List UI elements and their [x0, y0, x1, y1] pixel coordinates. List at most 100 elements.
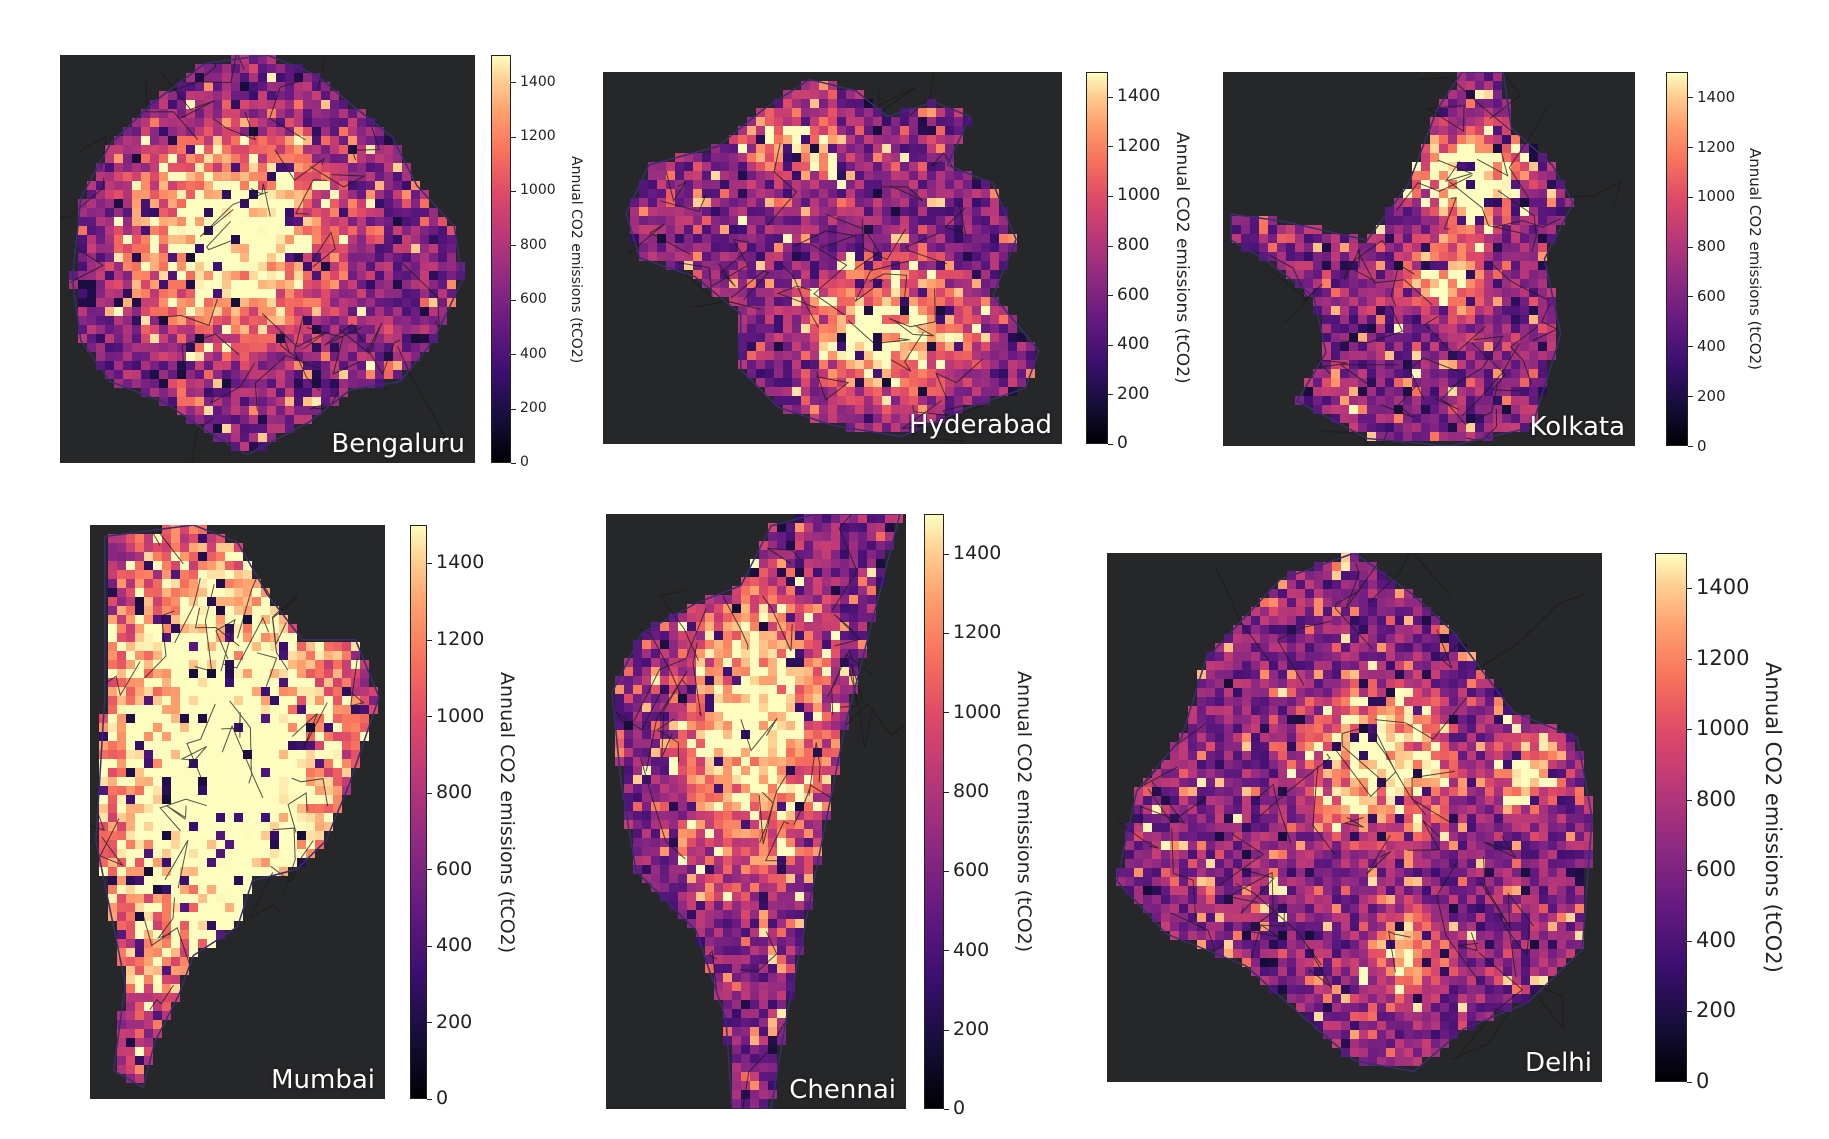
heatmap-cell: [1331, 297, 1340, 306]
heatmap-cell: [252, 822, 261, 831]
heatmap-cell: [321, 388, 330, 397]
heatmap-cell: [108, 561, 117, 570]
heatmap-cell: [114, 352, 123, 361]
heatmap-cell: [945, 135, 954, 144]
heatmap-cell: [267, 73, 276, 82]
heatmap-cell: [171, 732, 180, 741]
heatmap-cell: [741, 631, 750, 640]
ward-boundary: [256, 652, 278, 687]
ward-boundary: [346, 657, 365, 707]
ward-boundary: [730, 270, 770, 301]
heatmap-cell: [168, 388, 177, 397]
heatmap-cell: [837, 324, 846, 333]
heatmap-cell: [1017, 342, 1026, 351]
heatmap-cell: [750, 586, 759, 595]
heatmap-cell: [1394, 207, 1403, 216]
heatmap-cell: [270, 768, 279, 777]
heatmap-cell: [1385, 234, 1394, 243]
heatmap-cell: [288, 750, 297, 759]
heatmap-cell: [1511, 216, 1520, 225]
heatmap-cell: [945, 396, 954, 405]
heatmap-cell: [384, 289, 393, 298]
heatmap-cell: [747, 333, 756, 342]
heatmap-cell: [324, 705, 333, 714]
heatmap-cell: [954, 243, 963, 252]
heatmap-cell: [963, 297, 972, 306]
heatmap-cell: [213, 73, 222, 82]
heatmap-cell: [765, 180, 774, 189]
heatmap-cell: [855, 162, 864, 171]
heatmap-cell: [249, 91, 258, 100]
heatmap-cell: [324, 696, 333, 705]
heatmap-cell: [105, 154, 114, 163]
heatmap-cell: [972, 225, 981, 234]
heatmap-cell: [849, 514, 858, 523]
heatmap-cell: [105, 226, 114, 235]
heatmap-cell: [312, 100, 321, 109]
heatmap-cell: [855, 351, 864, 360]
heatmap-cell: [351, 705, 360, 714]
heatmap-cell: [630, 234, 639, 243]
heatmap-cell: [765, 351, 774, 360]
heatmap-cell: [105, 343, 114, 352]
heatmap-cell: [141, 163, 150, 172]
heatmap-cell: [186, 280, 195, 289]
heatmap-cell: [249, 64, 258, 73]
heatmap-cell: [231, 424, 240, 433]
heatmap-cell: [231, 172, 240, 181]
heatmap-cell: [171, 615, 180, 624]
heatmap-cell: [144, 696, 153, 705]
heatmap-cell: [135, 1020, 144, 1029]
heatmap-cell: [1439, 288, 1448, 297]
heatmap-cell: [126, 804, 135, 813]
heatmap-cell: [303, 235, 312, 244]
heatmap-cell: [135, 1074, 144, 1083]
heatmap-cell: [306, 669, 315, 678]
heatmap-cell: [756, 279, 765, 288]
heatmap-cell: [216, 687, 225, 696]
heatmap-cell: [153, 561, 162, 570]
heatmap-cell: [864, 261, 873, 270]
heatmap-cell: [258, 73, 267, 82]
heatmap-cell: [1277, 252, 1286, 261]
heatmap-cell: [225, 903, 234, 912]
heatmap-cell: [135, 1038, 144, 1047]
heatmap-cell: [918, 162, 927, 171]
heatmap-cell: [231, 181, 240, 190]
heatmap-cell: [339, 100, 348, 109]
heatmap-cell: [267, 424, 276, 433]
heatmap-cell: [1421, 144, 1430, 153]
heatmap-cell: [981, 225, 990, 234]
heatmap-cell: [420, 325, 429, 334]
heatmap-cell: [804, 613, 813, 622]
heatmap-cell: [162, 552, 171, 561]
heatmap-cell: [384, 298, 393, 307]
heatmap-cell: [144, 714, 153, 723]
heatmap-cell: [747, 270, 756, 279]
heatmap-cell: [819, 108, 828, 117]
heatmap-cell: [876, 550, 885, 559]
heatmap-cell: [207, 678, 216, 687]
heatmap-cell: [831, 523, 840, 532]
heatmap-cell: [141, 289, 150, 298]
heatmap-cell: [117, 759, 126, 768]
heatmap-cell: [207, 552, 216, 561]
heatmap-cell: [1475, 108, 1484, 117]
heatmap-cell: [1412, 396, 1421, 405]
ward-boundary: [781, 264, 819, 328]
heatmap-cell: [171, 624, 180, 633]
heatmap-cell: [96, 181, 105, 190]
heatmap-cell: [1502, 189, 1511, 198]
heatmap-cell: [936, 306, 945, 315]
heatmap-cell: [159, 244, 168, 253]
heatmap-cell: [447, 280, 456, 289]
heatmap-cell: [1538, 333, 1547, 342]
colorbar-tick: [1108, 96, 1113, 98]
heatmap-cell: [738, 126, 747, 135]
heatmap-cell: [429, 244, 438, 253]
heatmap-cell: [855, 396, 864, 405]
heatmap-cell: [234, 822, 243, 831]
heatmap-cell: [810, 108, 819, 117]
colorbar-tick: [1108, 295, 1113, 297]
heatmap-cell: [294, 118, 303, 127]
